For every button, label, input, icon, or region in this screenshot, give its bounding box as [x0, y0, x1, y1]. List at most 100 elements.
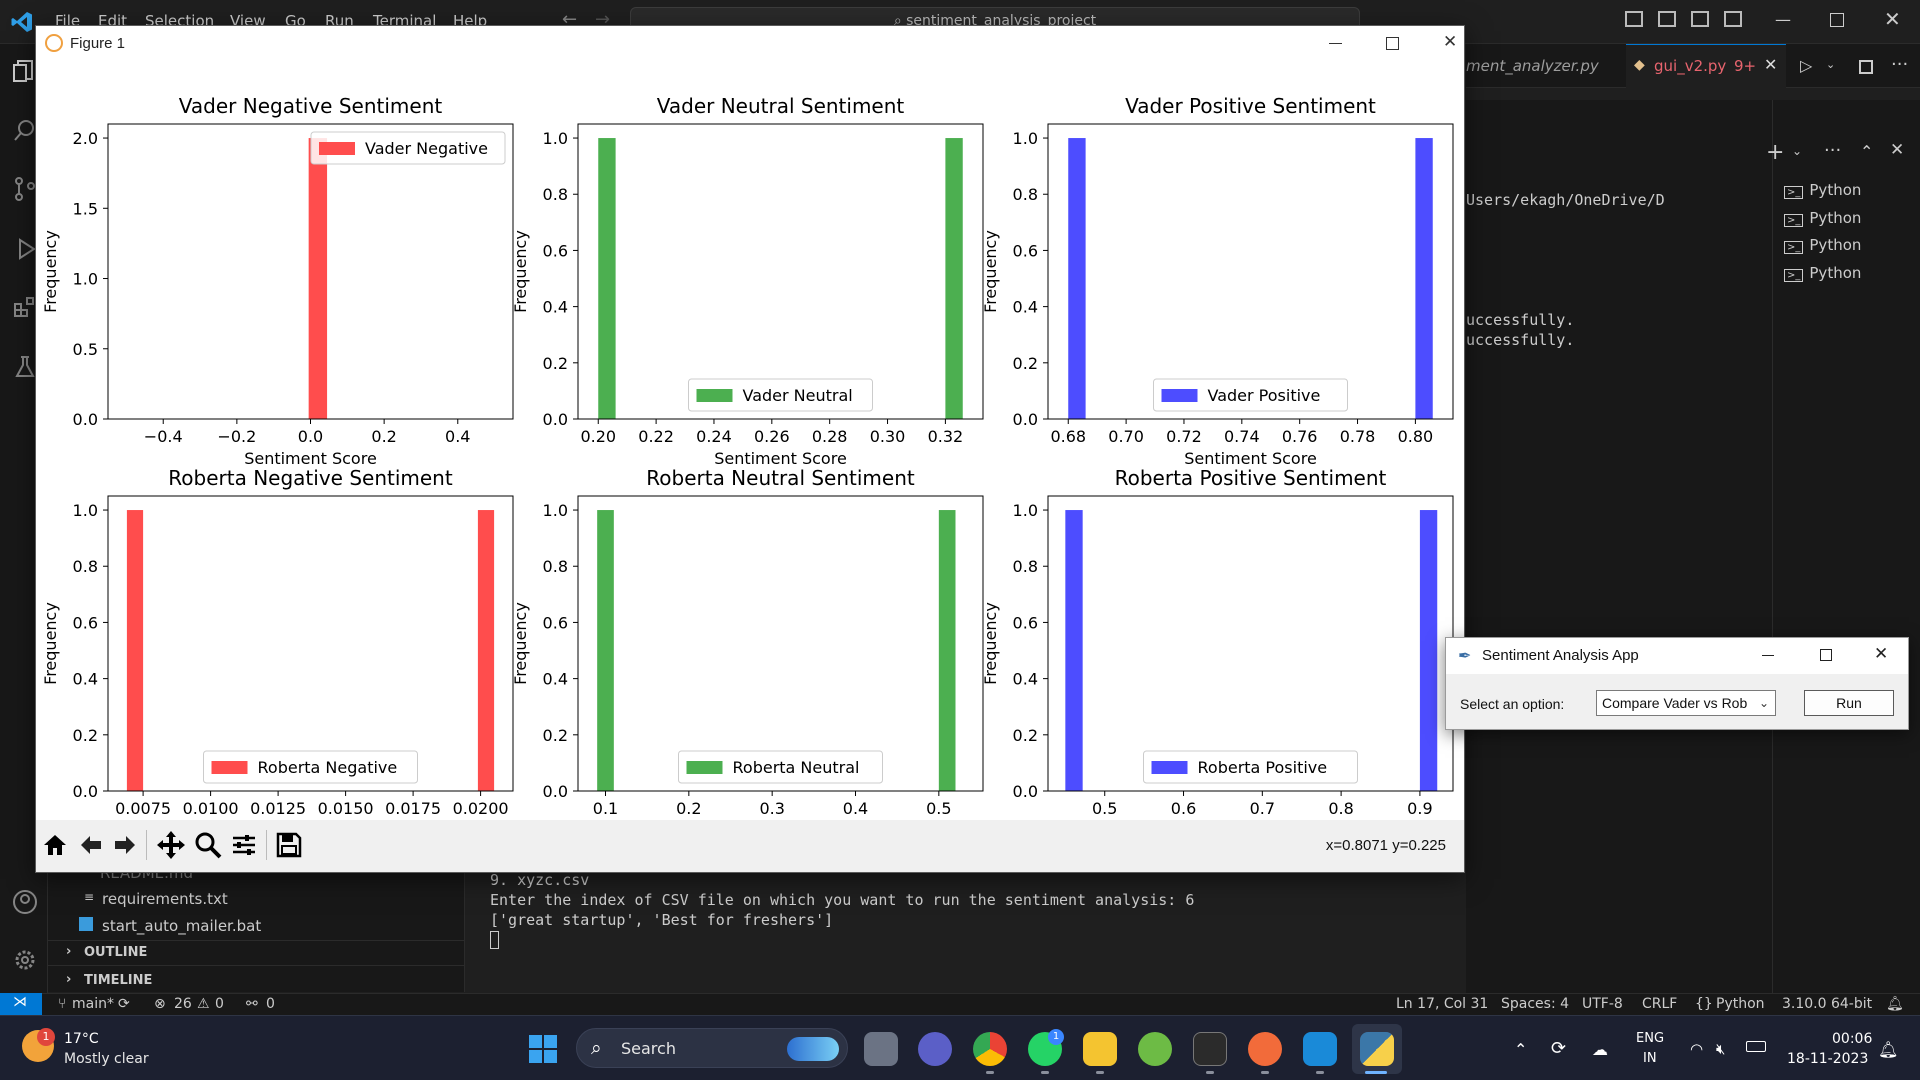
terminal-instance-python[interactable]: >_ Python — [1784, 181, 1861, 199]
terminal-instance-python[interactable]: >_ Python — [1784, 264, 1861, 282]
run-file-icon[interactable]: ▷ — [1800, 56, 1813, 75]
file-encoding[interactable]: UTF-8 — [1582, 996, 1623, 1012]
weather-temp[interactable]: 17°C — [64, 1031, 99, 1047]
maximize-icon[interactable] — [1820, 649, 1832, 661]
y-tick-label: 0.2 — [1013, 354, 1038, 373]
terminal-instance-python[interactable]: >_ Python — [1784, 236, 1861, 254]
indent-spaces[interactable]: Spaces: 4 — [1501, 996, 1570, 1012]
figure-canvas[interactable]: −0.4 −0.2 0.0 0.2 0.4 0.0 0.5 1.0 1.5 2.0 Vader Ne… — [36, 62, 1464, 820]
show-hidden-icons[interactable]: ⌃ — [1514, 1040, 1528, 1059]
volume-muted-icon[interactable]: 🔇︎ — [1716, 1040, 1726, 1058]
task-view-icon[interactable] — [864, 1032, 898, 1066]
y-tick-label: 0.8 — [543, 557, 568, 576]
y-tick-label: 1.0 — [73, 270, 98, 289]
option-dropdown[interactable]: Compare Vader vs Rob ⌄ — [1596, 690, 1776, 716]
error-count[interactable]: 26 — [174, 996, 192, 1012]
onedrive-icon[interactable]: ☁ — [1592, 1040, 1608, 1059]
cursor-position[interactable]: Ln 17, Col 31 — [1396, 996, 1489, 1012]
ports-count[interactable]: 0 — [266, 996, 275, 1012]
postman-icon[interactable] — [1248, 1032, 1282, 1066]
taskbar-search[interactable]: ⌕ Search — [576, 1028, 848, 1068]
home-icon[interactable] — [42, 832, 68, 858]
language-top[interactable]: ENG — [1636, 1031, 1665, 1046]
pan-move-icon[interactable] — [156, 830, 186, 860]
source-control-icon[interactable] — [12, 176, 38, 202]
sync-icon[interactable]: ⟳ — [1551, 1038, 1567, 1059]
nav-back-icon[interactable]: ← — [562, 9, 578, 30]
explorer-icon[interactable] — [12, 58, 38, 84]
remote-indicator[interactable]: ⋊ — [0, 993, 42, 1015]
python-interpreter[interactable]: 3.10.0 64-bit — [1782, 996, 1873, 1012]
nav-forward-icon[interactable]: → — [595, 9, 611, 30]
configure-subplots-icon[interactable] — [231, 832, 257, 858]
line-endings[interactable]: CRLF — [1642, 996, 1678, 1012]
chevron-down-icon[interactable]: ⌄ — [1792, 144, 1803, 158]
sync-icon[interactable]: ⟳ — [118, 996, 130, 1012]
minimize-icon[interactable] — [1762, 655, 1774, 656]
save-floppy-icon[interactable] — [276, 832, 302, 858]
accounts-icon[interactable] — [12, 889, 38, 915]
maximize-panel-icon[interactable]: ⌃ — [1860, 142, 1874, 161]
teams-icon[interactable] — [918, 1032, 952, 1066]
git-branch[interactable]: main* — [72, 996, 114, 1012]
maximize-button[interactable] — [1373, 32, 1413, 56]
terminal-icon[interactable] — [1193, 1032, 1227, 1066]
extensions-icon[interactable] — [12, 294, 38, 320]
x-tick-label: −0.2 — [217, 427, 256, 446]
close-panel-icon[interactable]: ✕ — [1890, 140, 1905, 160]
close-icon[interactable]: ✕ — [1884, 7, 1901, 31]
toggle-panel-icon[interactable] — [1658, 11, 1676, 27]
run-button[interactable]: Run — [1804, 690, 1894, 716]
outline-section[interactable]: OUTLINE — [84, 945, 148, 960]
close-icon[interactable]: ✕ — [1874, 644, 1889, 663]
testing-icon[interactable] — [12, 354, 38, 380]
chevron-down-icon[interactable]: ⌄ — [1826, 58, 1836, 71]
new-terminal-icon[interactable]: + — [1766, 140, 1785, 165]
python-taskbar-icon[interactable] — [1360, 1032, 1394, 1066]
zoom-magnifier-icon[interactable] — [194, 831, 222, 859]
language-bottom[interactable]: IN — [1643, 1051, 1657, 1066]
search-icon[interactable] — [12, 118, 38, 144]
file-explorer-icon[interactable] — [1083, 1032, 1117, 1066]
close-tab-icon[interactable]: ✕ — [1764, 55, 1778, 74]
gear-icon[interactable] — [12, 947, 38, 973]
minimize-button[interactable] — [1316, 32, 1356, 56]
split-editor-icon[interactable] — [1859, 60, 1873, 74]
notifications-bell-icon[interactable]: 🔔︎ — [1886, 996, 1904, 1012]
back-arrow-icon[interactable] — [78, 832, 104, 858]
error-icon: ⊗ — [154, 996, 166, 1012]
timeline-section[interactable]: TIMELINE — [84, 973, 153, 988]
more-actions-icon[interactable]: ··· — [1824, 140, 1842, 161]
minimize-icon[interactable]: — — [1775, 10, 1791, 29]
terminal-instance-python[interactable]: >_ Python — [1784, 209, 1861, 227]
app-title: Sentiment Analysis App — [1482, 647, 1639, 664]
weather-desc[interactable]: Mostly clear — [64, 1051, 149, 1067]
vscode-taskbar-icon[interactable] — [1303, 1032, 1337, 1066]
warning-count[interactable]: 0 — [215, 996, 224, 1012]
windows-start-icon[interactable] — [528, 1034, 558, 1064]
toggle-secondary-sidebar-icon[interactable] — [1691, 11, 1709, 27]
feather-icon: ✒ — [1458, 648, 1472, 665]
customize-layout-icon[interactable] — [1724, 11, 1742, 27]
close-button[interactable]: ✕ — [1430, 32, 1470, 56]
restore-icon[interactable] — [1830, 13, 1844, 27]
clock-time[interactable]: 00:06 — [1832, 1031, 1873, 1047]
toggle-sidebar-icon[interactable] — [1625, 11, 1643, 27]
battery-icon[interactable] — [1746, 1041, 1766, 1052]
forward-arrow-icon[interactable] — [112, 832, 138, 858]
utorrent-icon[interactable] — [1138, 1032, 1172, 1066]
clock-date[interactable]: 18-11-2023 — [1787, 1051, 1869, 1067]
search-icon: ⌕ — [591, 1037, 602, 1059]
more-actions-icon[interactable]: ··· — [1891, 54, 1909, 75]
file-start-auto-mailer[interactable]: start_auto_mailer.bat — [102, 917, 262, 935]
chrome-icon[interactable] — [973, 1032, 1007, 1066]
run-debug-icon[interactable] — [12, 236, 38, 262]
tab-gui-v2[interactable]: ◆ gui_v2.py 9+ ✕ — [1626, 44, 1786, 88]
figure-toolbar: x=0.8071 y=0.225 — [36, 820, 1464, 872]
file-requirements[interactable]: requirements.txt — [102, 890, 228, 908]
notifications-bell-icon[interactable]: 🔔︎ — [1878, 1040, 1899, 1059]
language-mode[interactable]: Python — [1716, 996, 1765, 1012]
wifi-icon[interactable]: ◠ — [1690, 1040, 1704, 1058]
tab-sentiment-analyzer[interactable]: ment_analyzer.py — [1466, 57, 1599, 75]
toolbar-separator — [266, 830, 267, 860]
